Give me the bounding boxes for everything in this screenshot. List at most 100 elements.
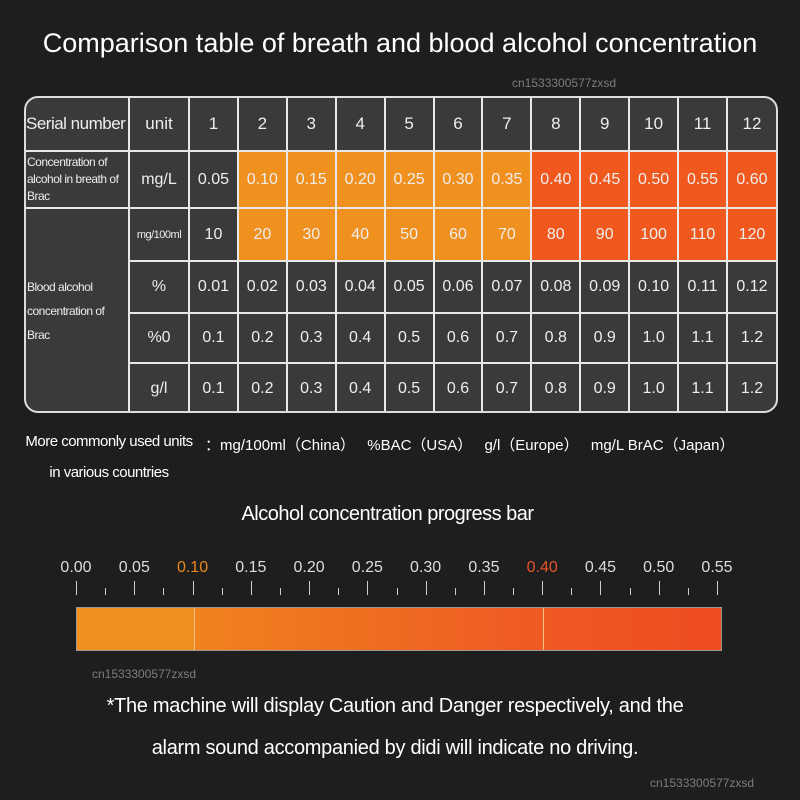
minor-tick — [396, 588, 398, 595]
value-cell: 0.25 — [383, 150, 435, 209]
units-list: ：mg/100ml（China） %BAC（USA） g/l（Europe） m… — [205, 434, 743, 455]
value-cell: 1.0 — [628, 362, 680, 411]
note-line-1: *The machine will display Caution and Da… — [106, 695, 684, 717]
value-cell: 120 — [725, 207, 776, 262]
value-cell: 100 — [628, 207, 680, 262]
value-cell: 0.35 — [481, 150, 533, 209]
value-cell: 0.10 — [628, 260, 680, 314]
major-tick — [542, 581, 544, 595]
progress-bar — [76, 607, 722, 651]
tick-label: 0.50 — [643, 559, 675, 576]
value-cell: 1.1 — [677, 362, 728, 411]
value-cell: 0.5 — [383, 312, 435, 364]
unit-cell: mg/100ml — [128, 207, 190, 262]
header-col: 8 — [530, 98, 582, 152]
value-cell: 0.7 — [481, 362, 533, 411]
minor-tick — [513, 588, 515, 595]
page-title: Comparison table of breath and blood alc… — [42, 28, 758, 58]
value-cell: 0.09 — [579, 260, 631, 314]
blood-label: Blood alcohol concentration of Brac — [26, 207, 130, 411]
tick-label: 0.00 — [60, 559, 92, 576]
table-row: Blood alcohol concentration of Brac mg/10… — [26, 207, 776, 411]
table-header-row: Serial number unit 1 2 3 4 5 6 7 8 9 10 11 12 — [26, 98, 776, 152]
value-cell: 0.2 — [236, 362, 288, 411]
value-cell: 0.02 — [236, 260, 288, 314]
table-row: Concentration of alcohol in breath of Br… — [26, 150, 776, 209]
minor-tick — [338, 588, 340, 595]
watermark: cn1533300577zxsd — [512, 76, 617, 90]
value-cell: 20 — [236, 207, 288, 262]
watermark: cn1533300577zxsd — [92, 667, 197, 681]
tick-label: 0.20 — [293, 559, 325, 576]
value-cell: 1.2 — [725, 362, 776, 411]
value-cell: 1.2 — [725, 312, 776, 364]
tick-label: 0.25 — [351, 559, 383, 576]
danger-divider — [543, 608, 545, 650]
tick-label: 0.35 — [468, 559, 500, 576]
tick-label: 0.10 — [176, 559, 209, 576]
value-cell: 0.01 — [188, 260, 239, 314]
value-cell: 0.45 — [579, 150, 631, 209]
value-cell: 0.10 — [236, 150, 288, 209]
major-tick — [192, 581, 194, 595]
caution-divider — [193, 608, 195, 650]
tick-label: 0.55 — [701, 559, 733, 576]
table-row: % 0.01 0.02 0.03 0.04 0.05 0.06 0.07 0.08 0.09 0.1… — [26, 260, 776, 314]
header-col: 9 — [579, 98, 631, 152]
table-row: g/l 0.1 0.2 0.3 0.4 0.5 0.6 0.7 0.8 0.9 1.0 1.1 1.2 — [26, 362, 776, 411]
minor-tick — [571, 588, 573, 595]
value-cell: 0.12 — [725, 260, 776, 314]
header-unit: unit — [128, 98, 190, 152]
value-cell: 30 — [285, 207, 337, 262]
safe-segment — [77, 608, 194, 650]
unit-cell: %0 — [129, 312, 190, 364]
tick-label: 0.05 — [118, 559, 150, 576]
value-cell: 0.8 — [530, 312, 582, 364]
value-cell: 0.7 — [481, 312, 533, 364]
value-cell: 0.40 — [530, 150, 582, 209]
minor-tick — [687, 588, 689, 595]
major-tick — [600, 581, 602, 595]
header-col: 11 — [677, 98, 728, 152]
minor-tick — [163, 588, 165, 595]
units-label: More commonly used units in various coun… — [25, 433, 193, 481]
major-tick — [76, 581, 77, 595]
major-tick — [425, 581, 427, 595]
minor-tick — [629, 588, 631, 595]
value-cell: 0.08 — [530, 260, 582, 314]
value-cell: 60 — [432, 207, 484, 262]
major-tick — [250, 581, 252, 595]
value-cell: 0.15 — [285, 150, 337, 209]
header-col: 5 — [383, 98, 435, 152]
table-row: %0 0.1 0.2 0.3 0.4 0.5 0.6 0.7 0.8 0.9 1.0 1.1 1.2 — [26, 312, 776, 364]
header-col: 12 — [725, 98, 776, 152]
value-cell: 90 — [579, 207, 631, 262]
progress-title: Alcohol concentration progress bar — [241, 503, 534, 525]
unit-cell: g/l — [129, 362, 190, 411]
minor-tick — [279, 588, 281, 595]
value-cell: 0.05 — [188, 150, 239, 209]
major-tick — [367, 581, 369, 595]
header-col: 3 — [285, 98, 337, 152]
value-cell: 0.03 — [285, 260, 337, 314]
major-tick — [483, 581, 485, 595]
minor-tick — [221, 588, 223, 595]
note-line-2: alarm sound accompanied by didi will ind… — [151, 737, 639, 759]
tick-label: 0.30 — [410, 559, 442, 576]
value-cell: 0.05 — [383, 260, 435, 314]
watermark: cn1533300577zxsd — [650, 776, 755, 790]
value-cell: 40 — [334, 207, 386, 262]
value-cell: 0.8 — [530, 362, 582, 411]
tick-label: 0.45 — [584, 559, 617, 576]
value-cell: 10 — [188, 207, 239, 262]
value-cell: 0.4 — [334, 362, 386, 411]
value-cell: 1.1 — [677, 312, 728, 364]
unit-cell: % — [129, 260, 190, 314]
header-col: 6 — [432, 98, 484, 152]
value-cell: 0.55 — [677, 150, 728, 209]
header-col: 4 — [334, 98, 386, 152]
unit-europe: g/l（Europe） — [484, 437, 579, 454]
unit-china: ：mg/100ml（China） — [205, 437, 356, 454]
value-cell: 0.04 — [334, 260, 386, 314]
